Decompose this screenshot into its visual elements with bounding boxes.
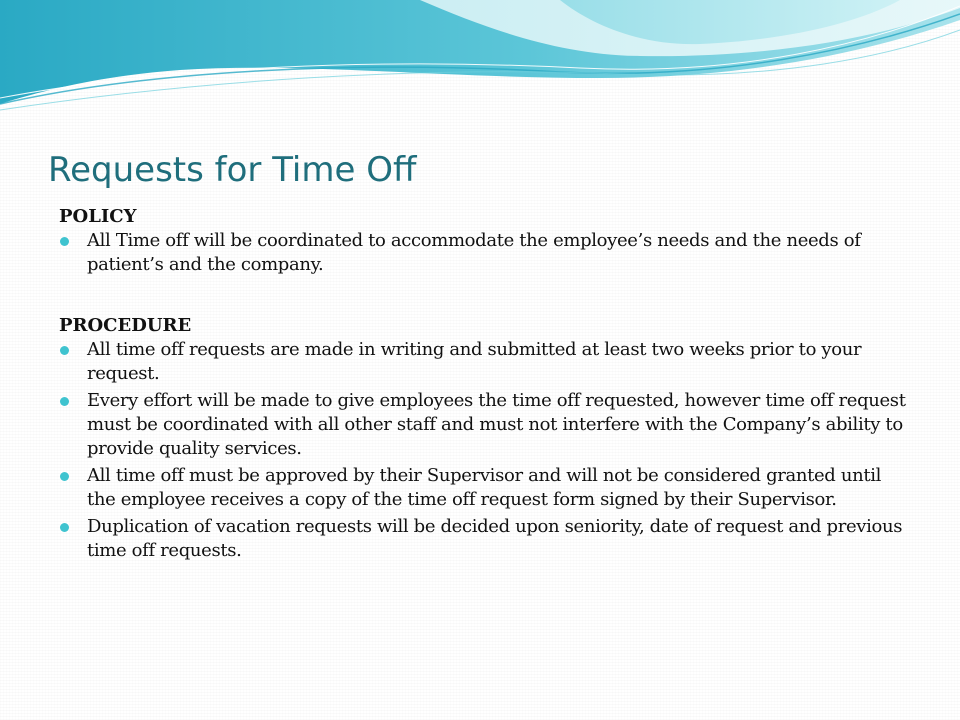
list-item: Every effort will be made to give employ… (59, 389, 909, 461)
bullet-icon (60, 523, 69, 532)
policy-heading: POLICY (59, 206, 137, 227)
list-item: All time off must be approved by their S… (59, 464, 909, 512)
bullet-icon (60, 472, 69, 481)
bullet-text: Duplication of vacation requests will be… (87, 516, 903, 561)
policy-list: All Time off will be coordinated to acco… (59, 229, 909, 277)
slide-content: POLICY All Time off will be coordinated … (59, 205, 909, 566)
bullet-icon (60, 397, 69, 406)
header-wave-decoration (0, 0, 960, 111)
bullet-text: Every effort will be made to give employ… (87, 390, 906, 459)
bullet-icon (60, 346, 69, 355)
list-item: Duplication of vacation requests will be… (59, 515, 909, 563)
list-item: All time off requests are made in writin… (59, 338, 909, 386)
list-item: All Time off will be coordinated to acco… (59, 229, 909, 277)
bullet-text: All time off must be approved by their S… (87, 465, 882, 510)
bullet-text: All Time off will be coordinated to acco… (87, 230, 861, 275)
bullet-icon (60, 237, 69, 246)
procedure-heading: PROCEDURE (59, 315, 192, 336)
procedure-list: All time off requests are made in writin… (59, 338, 909, 563)
slide-title: Requests for Time Off (48, 150, 417, 190)
bullet-text: All time off requests are made in writin… (87, 339, 862, 384)
